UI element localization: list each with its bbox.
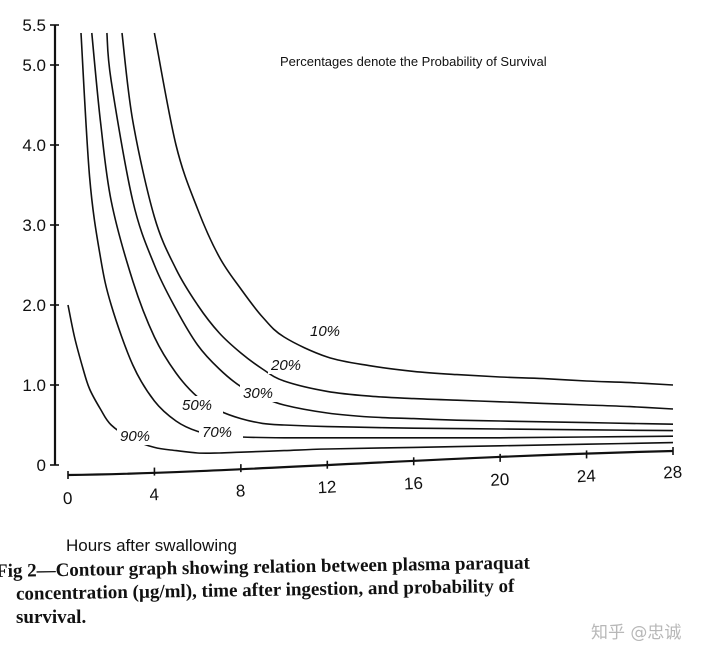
curve-labels: 10% 20% 30% 50% 70% 90% — [117, 322, 351, 445]
tick-marks — [50, 24, 674, 479]
x-tick-label: 16 — [403, 474, 423, 494]
curve-label-bg — [240, 384, 284, 402]
x-tick-label: 12 — [317, 477, 337, 497]
y-tick-label: 2.0 — [22, 296, 46, 315]
tick-labels: 0 1.0 2.0 3.0 4.0 5.0 5.5 0 4 8 12 16 20 24 28 — [22, 16, 682, 508]
y-tick-label: 5.5 — [22, 16, 46, 35]
curve-4 — [91, 32, 674, 432]
x-tick-label: 28 — [663, 463, 683, 483]
curve-label-bg — [307, 322, 351, 340]
x-tick-label: 0 — [62, 489, 72, 508]
contour-chart: 0 1.0 2.0 3.0 4.0 5.0 5.5 0 4 8 12 16 20 24 28 10% 20% 3… — [22, 16, 682, 555]
curve-label: 70% — [202, 424, 232, 441]
y-tick-label: 3.0 — [22, 216, 46, 235]
curve-2 — [121, 32, 674, 410]
curve-label-bg — [117, 427, 161, 445]
survival-curves — [67, 32, 674, 455]
curve-label: 90% — [120, 428, 150, 445]
watermark: 知乎 @忠诚 — [591, 623, 682, 643]
curve-label: 30% — [243, 385, 273, 402]
x-tick-label: 24 — [576, 466, 596, 486]
curve-1 — [153, 32, 674, 386]
axes — [53, 25, 674, 477]
x-axis-line — [67, 449, 674, 477]
y-tick-label: 0 — [37, 456, 46, 475]
figure-caption: Fig 2—Contour graph showing relation bet… — [0, 553, 720, 629]
curve-label-bg — [179, 396, 223, 414]
x-tick-label: 4 — [149, 485, 159, 504]
curve-label: 50% — [182, 397, 212, 414]
curve-label-bg — [199, 423, 243, 441]
x-axis-label: Hours after swallowing — [66, 536, 237, 555]
curve-5 — [80, 32, 674, 439]
curve-3 — [106, 32, 674, 425]
x-tick-label: 20 — [490, 470, 510, 490]
x-tick-label: 8 — [235, 481, 245, 500]
curve-label: 20% — [270, 357, 301, 374]
chart-note: Percentages denote the Probability of Su… — [280, 54, 547, 69]
curve-label: 10% — [310, 323, 340, 340]
curve-label-bg — [268, 356, 312, 374]
curve-6 — [67, 304, 674, 455]
y-tick-label: 4.0 — [22, 136, 46, 155]
y-tick-label: 1.0 — [22, 376, 46, 395]
y-tick-label: 5.0 — [22, 56, 46, 75]
caption-line-3: survival. — [16, 607, 87, 628]
